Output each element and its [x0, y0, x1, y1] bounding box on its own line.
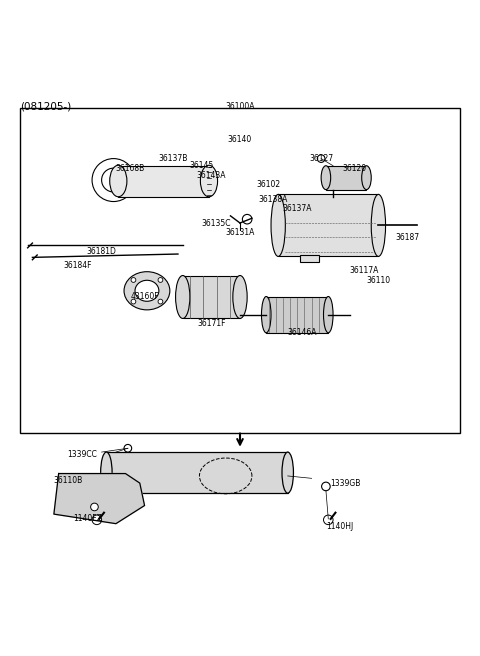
Text: 36138A: 36138A: [259, 195, 288, 203]
Bar: [183, 276, 240, 318]
Ellipse shape: [322, 482, 330, 491]
Ellipse shape: [124, 445, 132, 452]
Text: 36120: 36120: [342, 163, 367, 173]
Ellipse shape: [242, 215, 252, 224]
Text: 36102: 36102: [257, 180, 281, 190]
Text: 36143A: 36143A: [197, 171, 226, 180]
Text: 36168B: 36168B: [116, 163, 145, 173]
Text: 43160F: 43160F: [130, 293, 159, 302]
Ellipse shape: [101, 452, 112, 493]
Bar: [326, 166, 366, 190]
Ellipse shape: [324, 297, 333, 333]
Text: 36100A: 36100A: [225, 102, 255, 111]
Text: 1140HJ: 1140HJ: [326, 522, 354, 531]
Ellipse shape: [324, 515, 333, 525]
Text: 36145: 36145: [190, 161, 214, 171]
Text: 1339CC: 1339CC: [68, 450, 97, 459]
Text: 36140: 36140: [228, 135, 252, 144]
Ellipse shape: [262, 297, 271, 333]
Ellipse shape: [321, 166, 331, 190]
Ellipse shape: [233, 276, 247, 318]
Text: 1140FZ: 1140FZ: [73, 514, 102, 523]
Ellipse shape: [330, 195, 336, 201]
Text: 36181D: 36181D: [87, 247, 117, 256]
Text: 36135C: 36135C: [202, 218, 231, 228]
Bar: [300, 255, 319, 262]
Ellipse shape: [371, 194, 385, 256]
Text: 36184F: 36184F: [63, 262, 92, 270]
Text: (081205-): (081205-): [21, 101, 72, 112]
Polygon shape: [54, 474, 144, 523]
Ellipse shape: [271, 194, 285, 256]
Text: 36110: 36110: [366, 276, 390, 285]
Ellipse shape: [91, 503, 98, 511]
Ellipse shape: [158, 299, 163, 304]
Text: 36117A: 36117A: [349, 266, 379, 276]
Text: 1339GB: 1339GB: [330, 479, 360, 487]
Text: 36131A: 36131A: [225, 228, 255, 237]
Text: 36137A: 36137A: [283, 204, 312, 213]
Ellipse shape: [362, 166, 371, 190]
Bar: [266, 297, 328, 333]
Ellipse shape: [317, 155, 325, 163]
Ellipse shape: [282, 452, 293, 493]
Ellipse shape: [102, 168, 125, 192]
Ellipse shape: [131, 299, 136, 304]
Ellipse shape: [92, 515, 102, 525]
Ellipse shape: [110, 165, 127, 197]
Text: 36146A: 36146A: [288, 328, 317, 337]
Text: 36187: 36187: [395, 233, 419, 242]
Bar: [278, 194, 378, 256]
Bar: [107, 452, 288, 493]
Ellipse shape: [131, 277, 136, 282]
Bar: [118, 166, 209, 197]
Text: 36171F: 36171F: [197, 319, 226, 328]
Text: 36127: 36127: [309, 154, 333, 163]
Text: 36137B: 36137B: [158, 154, 188, 163]
Text: 36110B: 36110B: [54, 476, 83, 485]
Ellipse shape: [200, 165, 217, 197]
Bar: [21, 108, 459, 433]
Ellipse shape: [124, 272, 170, 310]
Ellipse shape: [176, 276, 190, 318]
Ellipse shape: [158, 277, 163, 282]
Ellipse shape: [92, 159, 135, 201]
Ellipse shape: [135, 280, 159, 301]
